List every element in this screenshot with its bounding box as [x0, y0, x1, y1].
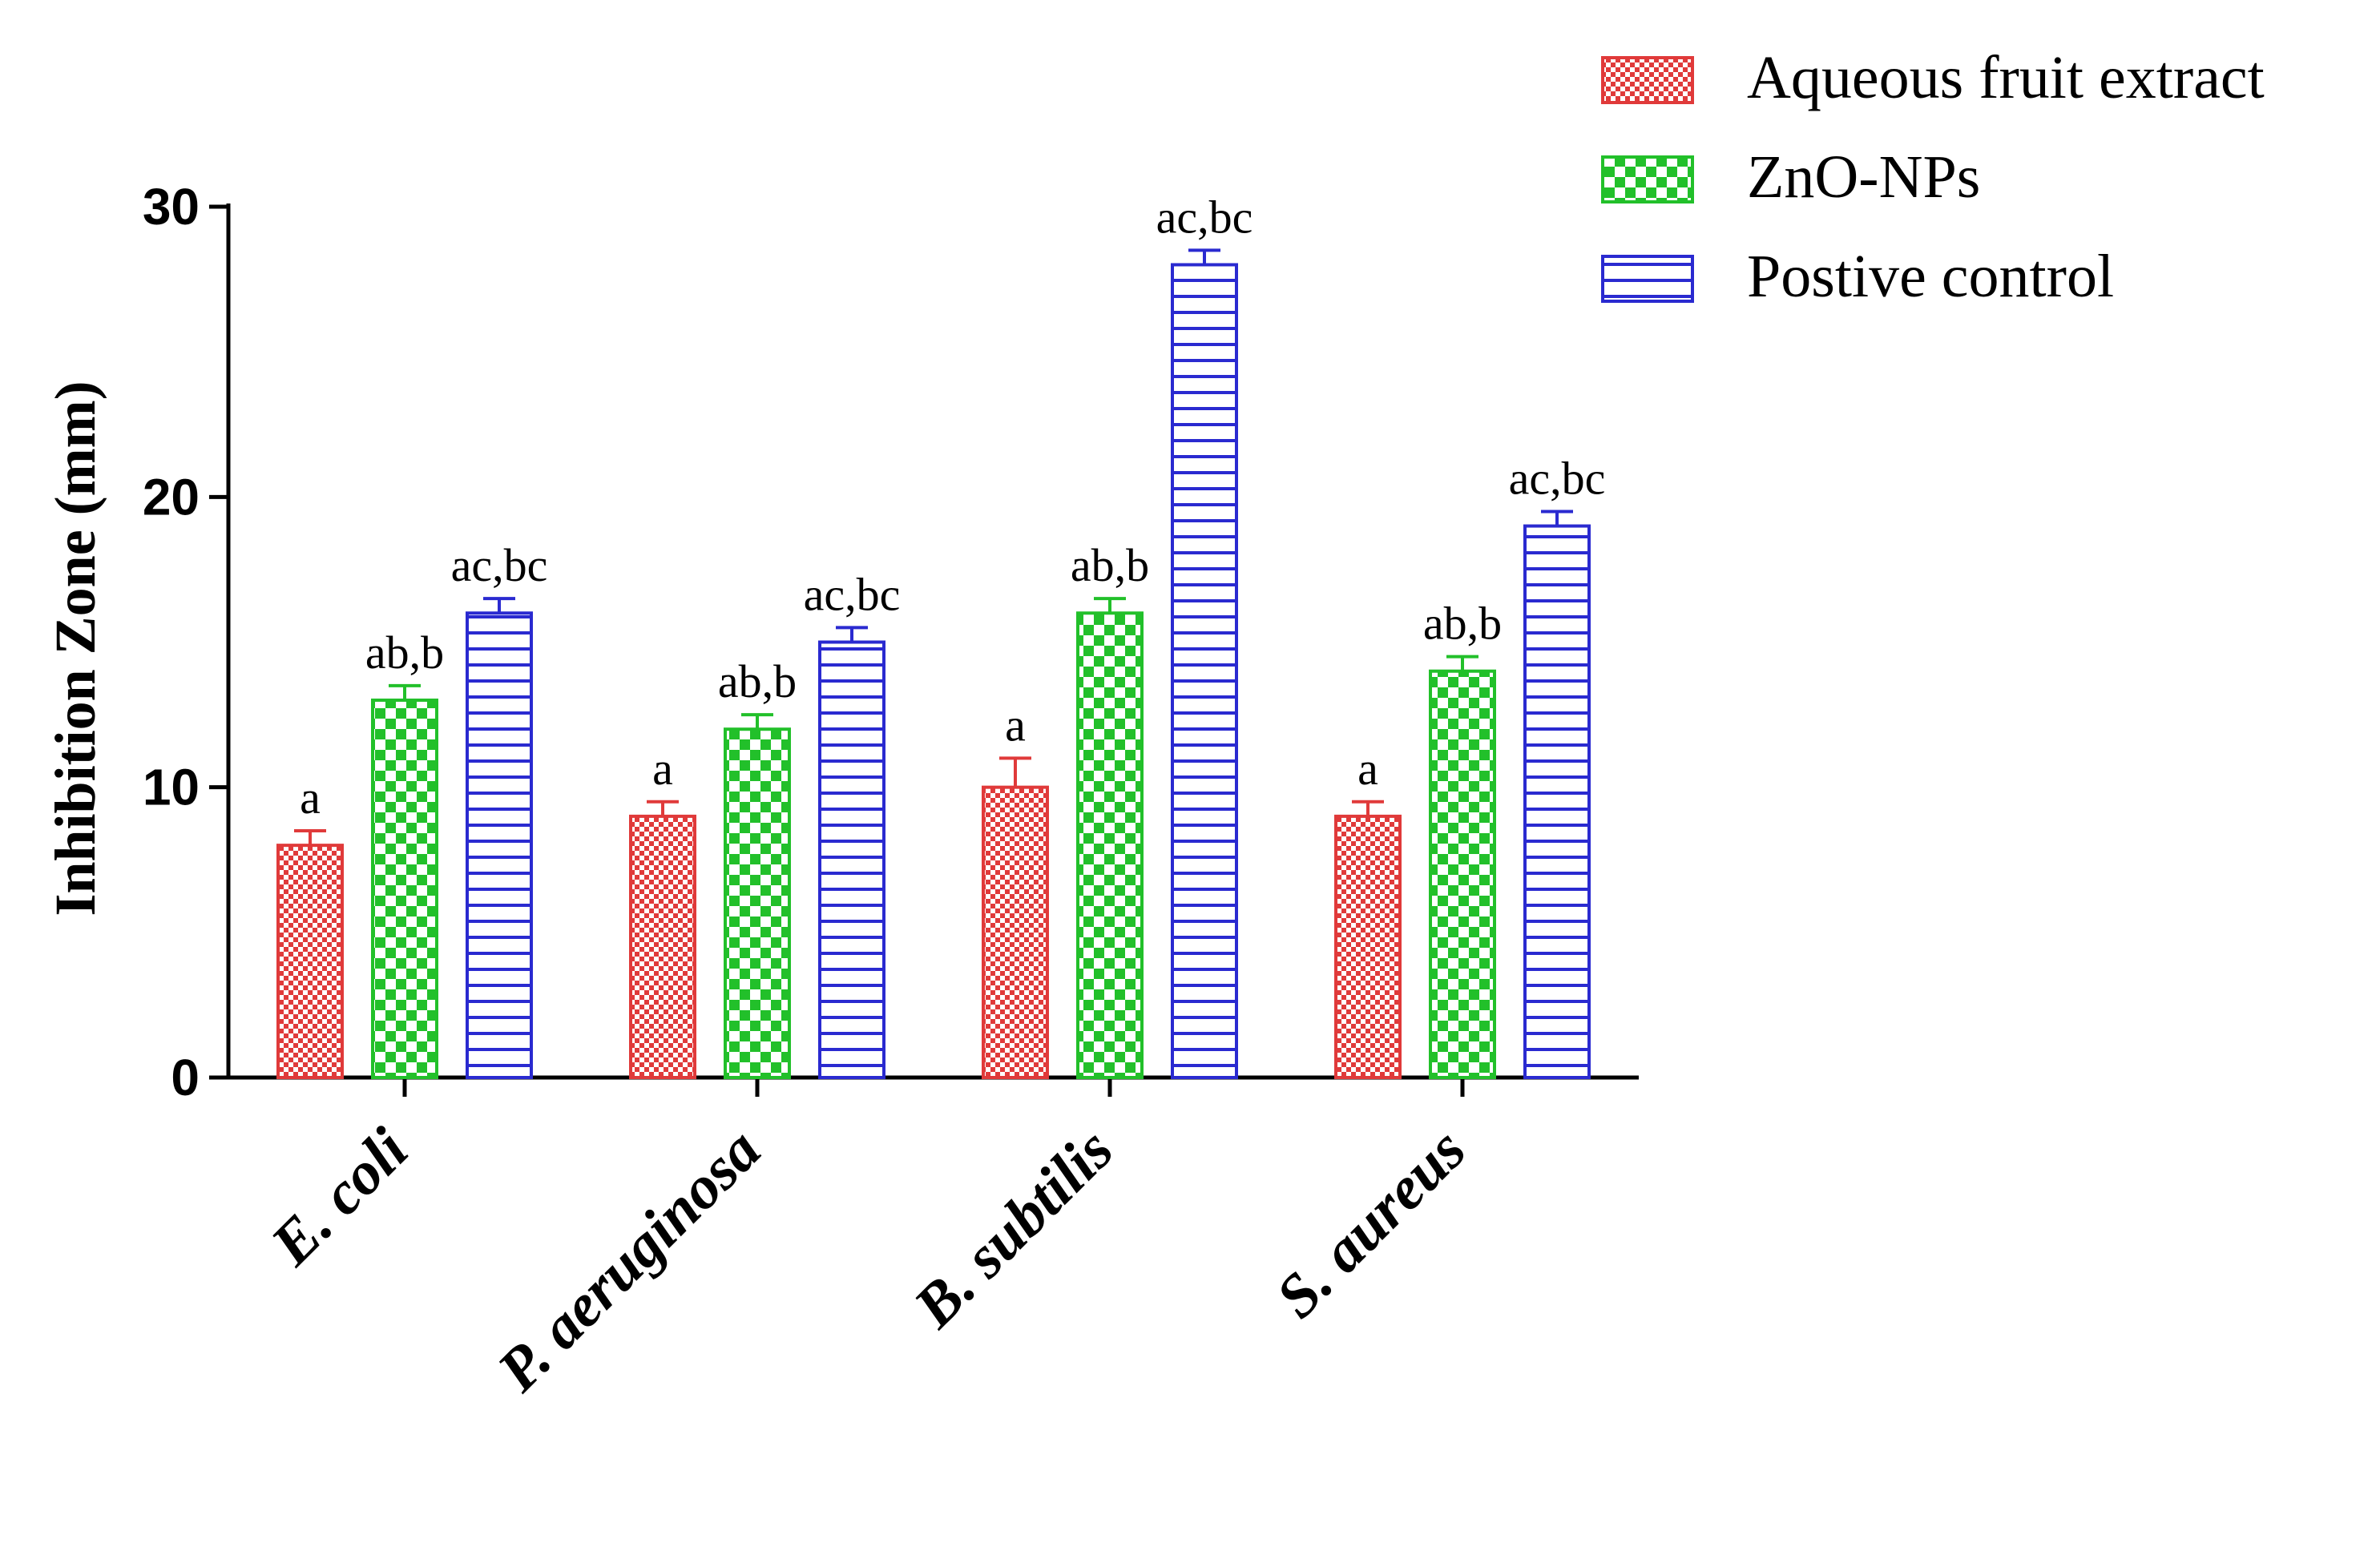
data-label: ab,b — [1071, 539, 1149, 591]
axes — [209, 203, 1639, 1097]
y-tick-label: 30 — [143, 178, 200, 236]
x-tick-label: S. aureus — [1264, 1116, 1478, 1331]
legend-label: ZnO-NPs — [1747, 143, 1980, 211]
bar — [1076, 611, 1144, 1079]
x-tick-label: E. coli — [258, 1116, 421, 1279]
x-tick-label: P. aeruginosa — [484, 1116, 773, 1405]
bar — [818, 640, 885, 1079]
legend: Aqueous fruit extract ZnO-NPs Postive cont… — [1601, 44, 2265, 310]
x-tick-label: B. subtilis — [901, 1116, 1126, 1341]
data-label: a — [1357, 743, 1378, 795]
bar — [371, 698, 438, 1079]
data-label: ac,bc — [451, 539, 548, 591]
legend-swatch — [1601, 56, 1694, 104]
bars — [276, 248, 1591, 1080]
bar — [466, 611, 533, 1079]
y-axis-label: Inhibition Zone (mm) — [43, 381, 107, 916]
bar — [1523, 524, 1591, 1079]
legend-swatch — [1601, 155, 1694, 203]
data-label: a — [652, 743, 673, 795]
bar — [1171, 263, 1238, 1079]
data-label: ac,bc — [1156, 191, 1253, 243]
data-label: ac,bc — [804, 568, 901, 620]
data-label: ab,b — [365, 626, 444, 679]
legend-label: Postive control — [1747, 243, 2114, 310]
data-label: ab,b — [718, 655, 797, 707]
legend-label: Aqueous fruit extract — [1747, 44, 2265, 111]
bar — [724, 727, 791, 1079]
legend-swatch — [1601, 255, 1694, 303]
y-tick-label: 20 — [143, 468, 200, 526]
bar — [982, 785, 1049, 1080]
data-label: a — [1005, 699, 1026, 751]
data-label: ac,bc — [1509, 452, 1606, 504]
y-tick-label: 10 — [143, 759, 200, 816]
bar — [1429, 669, 1496, 1079]
bar — [629, 814, 696, 1080]
bar — [1334, 814, 1402, 1080]
data-label: a — [300, 771, 321, 824]
y-tick-label: 0 — [171, 1049, 200, 1106]
bar — [276, 844, 344, 1079]
data-label: ab,b — [1423, 598, 1502, 650]
